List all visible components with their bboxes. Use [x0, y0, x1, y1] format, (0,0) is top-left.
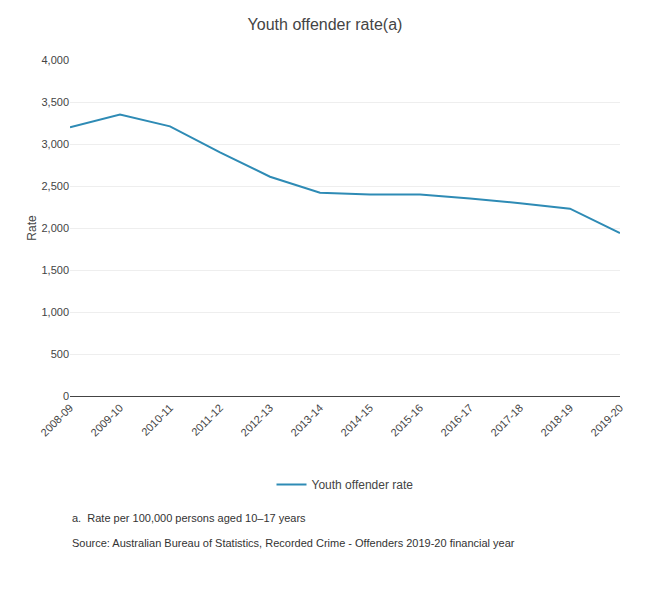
svg-text:2012-13: 2012-13 — [238, 402, 275, 439]
svg-text:1,500: 1,500 — [41, 264, 69, 276]
svg-text:2014-15: 2014-15 — [338, 402, 375, 439]
svg-text:3,500: 3,500 — [41, 96, 69, 108]
svg-text:Source: Australian Bureau of S: Source: Australian Bureau of Statistics,… — [72, 537, 515, 549]
svg-text:2,000: 2,000 — [41, 222, 69, 234]
svg-text:2013-14: 2013-14 — [288, 402, 325, 439]
svg-text:1,000: 1,000 — [41, 306, 69, 318]
svg-text:Rate: Rate — [25, 215, 39, 241]
svg-text:2008-09: 2008-09 — [38, 402, 75, 439]
svg-text:2017-18: 2017-18 — [488, 402, 525, 439]
svg-text:a. Rate per 100,000 persons a: a. Rate per 100,000 persons aged 10–17 y… — [72, 512, 306, 524]
svg-text:Youth offender rate(a): Youth offender rate(a) — [248, 16, 403, 33]
svg-text:500: 500 — [51, 348, 69, 360]
svg-text:2011-12: 2011-12 — [189, 402, 225, 438]
svg-text:2010-11: 2010-11 — [139, 402, 175, 438]
svg-text:2019-20: 2019-20 — [588, 402, 625, 439]
svg-text:2015-16: 2015-16 — [388, 402, 425, 439]
svg-text:2,500: 2,500 — [41, 180, 69, 192]
svg-text:0: 0 — [63, 390, 69, 402]
svg-text:Youth offender rate: Youth offender rate — [312, 478, 414, 492]
svg-text:2018-19: 2018-19 — [538, 402, 575, 439]
svg-text:2016-17: 2016-17 — [438, 402, 475, 439]
svg-text:3,000: 3,000 — [41, 138, 69, 150]
svg-text:4,000: 4,000 — [41, 54, 69, 66]
svg-text:2009-10: 2009-10 — [88, 402, 125, 439]
